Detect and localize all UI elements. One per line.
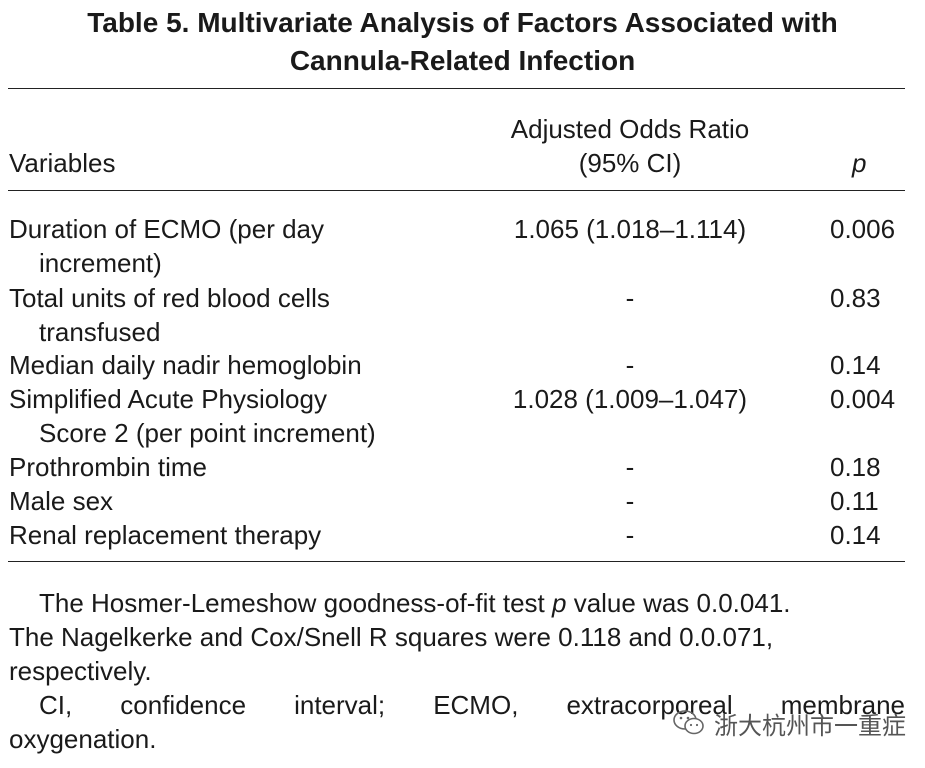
row-odds-ratio: 1.065 (1.018–1.114)	[513, 214, 747, 244]
row-variable: Median daily nadir hemoglobin	[9, 348, 439, 382]
footnote-nagelkerke: The Nagelkerke and Cox/Snell R squares w…	[9, 620, 905, 688]
header-odds-ratio-line1: Adjusted Odds Ratio	[510, 114, 750, 144]
row-odds-ratio: 1.028 (1.009–1.047)	[512, 384, 748, 414]
row-p-value: 0.006	[830, 214, 896, 244]
abbrev-word: interval;	[294, 690, 386, 720]
row-variable: Duration of ECMO (per day increment)	[9, 212, 439, 280]
header-variables: Variables	[9, 148, 116, 178]
footnote-abbreviations-line2: oxygenation.	[9, 724, 157, 754]
row-variable: Male sex	[9, 484, 439, 518]
row-p-value: 0.11	[830, 486, 879, 516]
row-variable: Simplified Acute Physiology Score 2 (per …	[9, 382, 439, 450]
header-odds-ratio: Adjusted Odds Ratio (95% CI)	[440, 112, 820, 180]
footnote-nagelkerke-line1: The Nagelkerke and Cox/Snell R squares w…	[9, 622, 774, 652]
header-odds-ratio-line2: (95% CI)	[578, 148, 682, 178]
row-odds-ratio: -	[625, 350, 635, 380]
row-odds-ratio: -	[625, 452, 635, 482]
abbrev-word: ECMO,	[433, 690, 519, 720]
header-rule	[8, 190, 905, 191]
row-variable-line1: Total units of red blood cells	[9, 283, 330, 313]
row-odds-ratio: -	[625, 283, 635, 313]
abbrev-word: membrane	[780, 690, 905, 720]
footnote-hosmer: The Hosmer-Lemeshow goodness-of-fit test…	[9, 586, 905, 620]
table-title-line1: Table 5. Multivariate Analysis of Factor…	[87, 7, 838, 38]
row-p-value: 0.14	[830, 350, 881, 380]
row-variable-line1: Median daily nadir hemoglobin	[9, 350, 362, 380]
footnote-nagelkerke-line2: respectively.	[9, 656, 152, 686]
row-p-value: 0.14	[830, 520, 881, 550]
footnote-abbreviations-line1: CI, confidence interval; ECMO, extracorporea…	[9, 688, 905, 722]
row-variable: Total units of red blood cells transfused	[9, 281, 439, 349]
row-p-value: 0.18	[830, 452, 881, 482]
footnote-hosmer-p: p	[552, 588, 567, 618]
watermark: 浙大杭州市一重症	[672, 703, 906, 743]
footnote-hosmer-text-a: The Hosmer-Lemeshow goodness-of-fit test	[39, 588, 552, 618]
row-variable-line2: Score 2 (per point increment)	[39, 418, 376, 448]
row-p-value: 0.004	[830, 384, 896, 414]
row-variable: Renal replacement therapy	[9, 518, 439, 552]
footnote-hosmer-text-b: value was 0.0.041.	[566, 588, 791, 618]
row-variable-line1: Prothrombin time	[9, 452, 207, 482]
footnote-abbreviations: CI, confidence interval; ECMO, extracorporea…	[9, 688, 905, 756]
abbrev-word: CI,	[39, 690, 73, 720]
header-p-value: p	[852, 148, 867, 178]
row-variable-line2: increment)	[39, 248, 162, 278]
top-rule	[8, 88, 905, 89]
row-p-value: 0.83	[830, 283, 881, 313]
wechat-icon	[673, 710, 704, 735]
row-variable-line2: transfused	[39, 317, 161, 347]
watermark-text: 浙大杭州市一重症	[714, 712, 906, 740]
row-odds-ratio: -	[625, 520, 635, 550]
bottom-rule	[8, 561, 905, 562]
row-variable-line1: Male sex	[9, 486, 114, 516]
row-odds-ratio: -	[625, 486, 635, 516]
row-variable-line1: Duration of ECMO (per day	[9, 214, 325, 244]
row-variable: Prothrombin time	[9, 450, 439, 484]
abbrev-word: confidence	[120, 690, 247, 720]
row-variable-line1: Simplified Acute Physiology	[9, 384, 327, 414]
table-title: Table 5. Multivariate Analysis of Factor…	[0, 4, 925, 80]
table-title-line2: Cannula-Related Infection	[289, 45, 636, 76]
row-variable-line1: Renal replacement therapy	[9, 520, 322, 550]
abbrev-word: extracorporeal	[566, 690, 733, 720]
